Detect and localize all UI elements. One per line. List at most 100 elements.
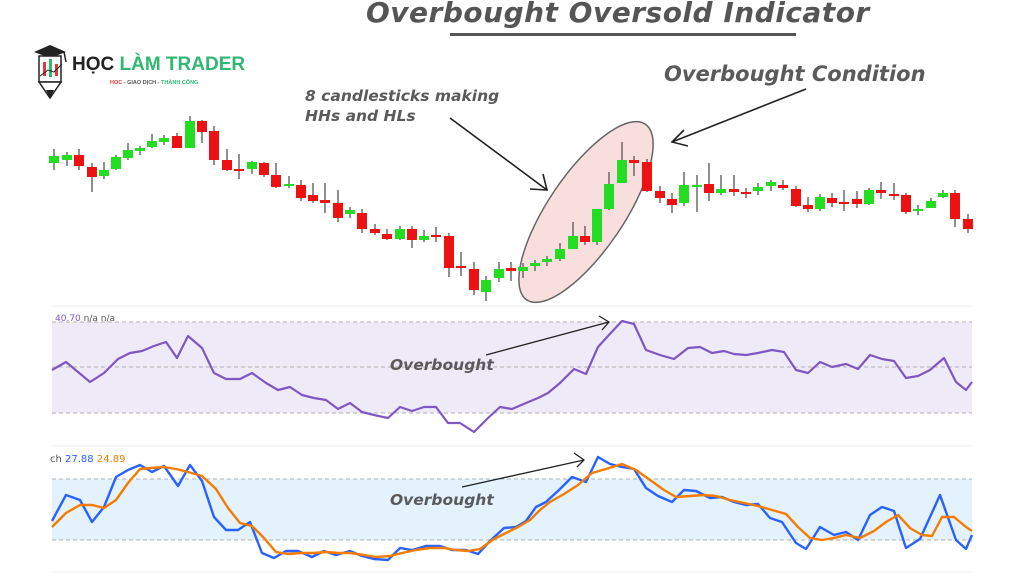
candle: [580, 236, 590, 242]
annotation-candles-line2: HHs and HLs: [305, 107, 416, 125]
candle: [395, 229, 405, 239]
candle: [345, 210, 355, 214]
candle: [692, 185, 702, 187]
candle: [209, 131, 219, 160]
rsi-legend: 40.70 n/a n/a: [55, 314, 115, 324]
candle: [147, 141, 157, 147]
candle: [494, 269, 504, 278]
stoch-d-value: 24.89: [96, 454, 126, 465]
candle: [655, 191, 665, 198]
brand-logo: HỌC LÀM TRADER HỌC - GIAO DỊCH - THÀNH C…: [30, 42, 270, 102]
candle: [222, 160, 232, 170]
candle: [431, 235, 441, 237]
stoch-k-value: 27.88: [65, 454, 94, 465]
brand-name: HỌC LÀM TRADER: [72, 54, 245, 76]
candle: [123, 150, 133, 158]
candle: [530, 263, 540, 266]
candle: [889, 194, 899, 196]
candle: [370, 229, 380, 233]
tagline-learn: HỌC: [110, 80, 123, 86]
arrow-icon: [449, 117, 549, 191]
candlestick-series: [49, 116, 973, 301]
candle: [839, 202, 849, 204]
candle: [963, 219, 973, 229]
candle: [234, 169, 244, 171]
candle: [852, 199, 862, 204]
candle: [185, 121, 195, 148]
candle: [827, 198, 837, 203]
brand-name-dark: HỌC: [72, 54, 120, 75]
candle: [481, 280, 491, 292]
candle: [518, 267, 528, 271]
annotation-rsi-overbought: Overbought: [390, 356, 494, 374]
stoch-label: ch: [50, 454, 62, 465]
candle: [135, 148, 145, 151]
candle: [617, 160, 627, 183]
candle: [49, 156, 59, 163]
candle: [926, 201, 936, 208]
rsi-extra: n/a n/a: [80, 314, 115, 324]
annotation-overbought-condition: Overbought Condition: [664, 62, 926, 86]
tagline-success: THÀNH CÔNG: [161, 80, 199, 86]
arrow-icon: [670, 88, 807, 147]
candle: [815, 197, 825, 209]
candle: [729, 189, 739, 192]
stochastic-lines: [50, 455, 974, 562]
candle: [271, 175, 281, 187]
candle: [357, 213, 367, 229]
candle: [333, 203, 343, 218]
candle: [642, 162, 652, 191]
title-underline: [450, 33, 796, 36]
candle: [419, 236, 429, 240]
candle: [555, 249, 565, 259]
stoch-legend: ch 27.88 24.89: [50, 454, 126, 465]
rsi-value: 40.70: [55, 314, 81, 324]
candle: [62, 155, 72, 160]
arrow-icon: [485, 315, 611, 356]
candle: [172, 136, 182, 148]
graduation-pencil-icon: [34, 45, 67, 100]
candle: [604, 184, 614, 209]
tagline-trade: - GIAO DỊCH -: [122, 80, 162, 86]
candle: [308, 195, 318, 201]
candle: [778, 185, 788, 188]
candle: [568, 236, 578, 249]
candle: [901, 195, 911, 212]
candle: [679, 185, 689, 203]
arrow-icon: [461, 452, 586, 488]
candle: [320, 200, 330, 203]
candle: [87, 167, 97, 177]
rsi-band: [52, 321, 972, 414]
candle: [247, 162, 257, 169]
candle: [469, 269, 479, 290]
candle: [938, 193, 948, 197]
candle: [913, 209, 923, 211]
candle: [259, 163, 269, 175]
page-title: Overbought Oversold Indicator: [366, 0, 870, 29]
candle: [111, 157, 121, 169]
annotation-candles-line1: 8 candlesticks making: [305, 87, 500, 105]
candle: [766, 182, 776, 186]
candle: [284, 184, 294, 186]
candle: [704, 184, 714, 193]
candle: [444, 236, 454, 268]
rsi-line: [51, 319, 973, 434]
candle: [159, 138, 169, 142]
candle: [629, 160, 639, 163]
candle: [950, 193, 960, 219]
candle: [592, 209, 602, 242]
candle: [876, 190, 886, 193]
candle: [803, 205, 813, 209]
candle: [407, 229, 417, 240]
candle: [296, 185, 306, 198]
candle: [197, 121, 207, 132]
candle: [74, 155, 84, 166]
candle: [864, 190, 874, 204]
candle: [716, 189, 726, 193]
annotation-candles: 8 candlesticks making HHs and HLs: [305, 86, 499, 126]
overbought-highlight-ellipse: [518, 120, 654, 304]
candle: [791, 189, 801, 206]
candle: [456, 266, 466, 268]
candle: [542, 259, 552, 262]
